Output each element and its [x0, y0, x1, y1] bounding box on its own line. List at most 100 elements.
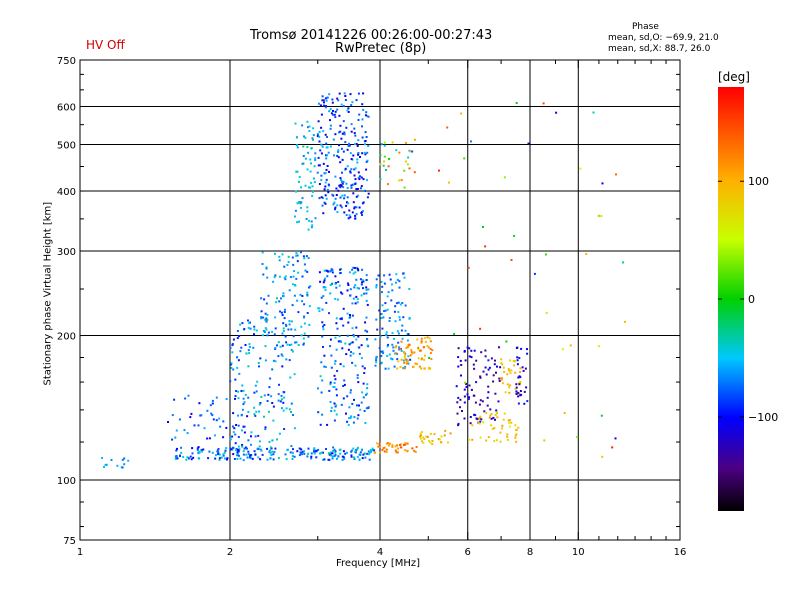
- data-point: [245, 352, 248, 355]
- data-point: [394, 320, 397, 323]
- data-point: [309, 170, 312, 173]
- data-point: [286, 264, 289, 266]
- data-point: [362, 92, 365, 95]
- data-point: [341, 292, 344, 295]
- data-point: [329, 108, 332, 111]
- data-point: [342, 385, 345, 387]
- data-point: [379, 163, 382, 166]
- data-point: [500, 362, 503, 365]
- data-point: [344, 141, 347, 144]
- colorbar-unit-label: [deg]: [718, 70, 750, 84]
- data-point: [362, 287, 364, 290]
- data-point: [359, 408, 362, 411]
- data-point: [347, 282, 349, 285]
- data-point: [504, 391, 507, 394]
- data-point: [325, 142, 328, 145]
- data-point: [463, 350, 466, 352]
- data-point: [380, 143, 383, 146]
- data-point: [171, 438, 174, 441]
- data-point: [288, 344, 291, 346]
- data-point: [380, 350, 383, 353]
- data-point: [386, 308, 389, 311]
- data-point: [358, 458, 361, 461]
- data-point: [313, 447, 316, 450]
- data-point: [303, 332, 306, 335]
- data-point: [395, 273, 398, 276]
- data-point: [353, 168, 356, 171]
- data-point: [324, 97, 327, 100]
- data-point: [237, 445, 240, 448]
- data-point: [469, 416, 472, 418]
- data-point: [347, 217, 350, 220]
- data-point: [383, 450, 386, 453]
- data-point: [386, 355, 389, 357]
- data-point: [291, 455, 294, 458]
- data-point: [342, 397, 345, 400]
- data-point: [342, 105, 345, 108]
- data-point: [232, 412, 235, 415]
- data-point: [471, 424, 474, 427]
- data-point: [265, 267, 268, 270]
- data-point: [376, 328, 379, 331]
- data-point: [295, 254, 298, 257]
- data-point: [355, 295, 358, 298]
- data-point: [237, 449, 240, 451]
- data-point: [278, 383, 280, 386]
- data-point: [387, 444, 390, 447]
- data-point: [361, 210, 364, 213]
- data-point: [348, 142, 350, 145]
- data-point: [259, 402, 262, 404]
- data-point: [330, 451, 333, 454]
- data-point: [185, 458, 188, 461]
- data-point: [241, 322, 244, 325]
- data-point: [336, 211, 339, 214]
- data-point: [406, 449, 409, 452]
- data-point: [467, 398, 470, 400]
- data-point: [482, 226, 484, 228]
- data-point: [246, 456, 249, 459]
- data-point: [101, 457, 104, 459]
- data-point: [500, 377, 503, 380]
- data-point: [361, 457, 364, 460]
- data-point: [283, 311, 286, 313]
- data-point: [381, 304, 384, 307]
- data-point: [429, 348, 432, 350]
- data-point: [361, 136, 364, 139]
- data-point: [411, 447, 414, 450]
- data-point: [344, 342, 347, 345]
- data-point: [281, 365, 284, 368]
- data-point: [363, 151, 366, 154]
- data-point: [460, 374, 462, 377]
- data-point: [334, 378, 337, 381]
- data-point: [555, 111, 558, 114]
- data-point: [498, 377, 501, 380]
- data-point: [318, 307, 321, 310]
- data-point: [353, 458, 356, 461]
- data-point: [428, 439, 430, 442]
- data-point: [597, 345, 600, 348]
- grid-lines: [80, 60, 680, 540]
- data-point: [353, 174, 356, 177]
- data-point: [365, 407, 368, 410]
- data-point: [355, 206, 358, 209]
- data-point: [267, 410, 270, 413]
- data-point: [332, 110, 334, 112]
- data-point: [357, 92, 360, 95]
- data-point: [276, 438, 279, 441]
- data-point: [323, 101, 325, 104]
- data-point: [360, 294, 363, 297]
- data-point: [267, 331, 270, 334]
- data-point: [303, 303, 306, 306]
- data-point: [360, 176, 363, 179]
- data-point: [521, 366, 524, 369]
- data-point: [247, 411, 250, 413]
- data-point: [281, 332, 284, 335]
- data-point: [234, 378, 237, 381]
- data-point: [284, 453, 287, 456]
- data-point: [334, 275, 337, 278]
- data-point: [265, 320, 268, 323]
- data-point: [425, 435, 428, 438]
- data-point: [420, 434, 422, 437]
- data-point: [563, 412, 566, 414]
- data-point: [383, 155, 386, 158]
